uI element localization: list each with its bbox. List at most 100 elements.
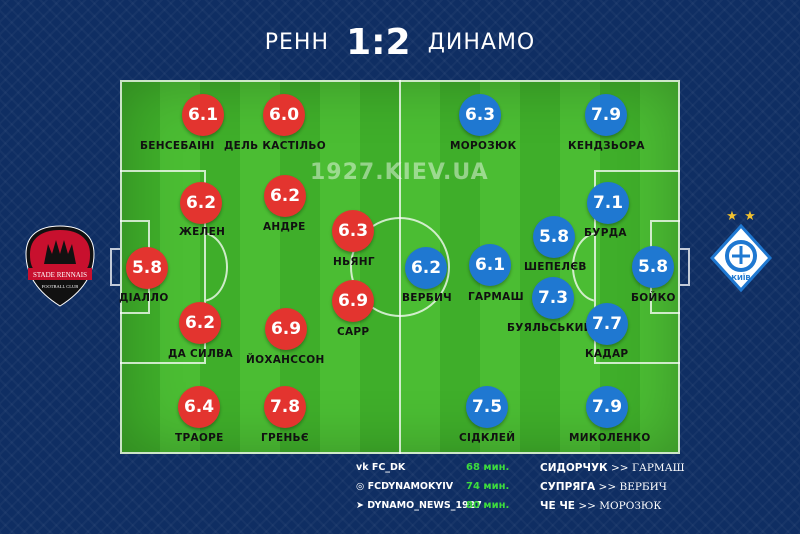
sub-in-player: СУПРЯГА [540,481,596,493]
away-player-burda: 7.1 БУРДА [548,182,668,239]
player-name: БОЙКО [631,292,676,304]
player-name: ДІАЛЛО [119,292,169,304]
left-goal [110,248,120,286]
substitution: ЧЕ ЧЕ >> МОРОЗЮК [540,500,662,512]
star-icon: ★ [744,209,756,224]
player-rating: 7.5 [466,386,508,428]
player-rating: 6.0 [263,94,305,136]
player-name: ШЕПЕЛЄВ [524,261,587,273]
player-rating: 6.1 [469,244,511,286]
home-player-del-castillo: 6.0 ДЕЛЬ КАСТІЛЬО [224,94,344,152]
left-penalty-area [120,170,206,364]
telegram-link[interactable]: ➤ DYNAMO_NEWS_1927 [356,500,482,511]
telegram-icon: ➤ [356,500,368,511]
player-name: АНДРЕ [263,221,306,233]
sub-minute: 80 мин. [466,500,510,511]
player-rating: 6.3 [459,94,501,136]
player-rating: 7.9 [586,386,628,428]
away-player-moroziuk: 6.3 МОРОЗЮК [420,94,540,152]
sub-in-player: СИДОРЧУК [540,462,608,474]
player-rating: 6.9 [265,308,307,350]
player-name: МОРОЗЮК [450,140,517,152]
away-player-boiko: 5.8 БОЙКО [593,246,713,304]
player-rating: 5.8 [126,247,168,289]
sub-out-player: ГАРМАШ [631,462,685,474]
player-rating: 6.9 [332,280,374,322]
player-rating: 6.2 [180,182,222,224]
vk-icon: vk [356,462,372,473]
svg-text:FOOTBALL CLUB: FOOTBALL CLUB [42,284,78,289]
player-rating: 7.8 [264,386,306,428]
home-player-traore: 6.4 ТРАОРЕ [139,386,259,444]
away-team-name: ДИНАМО [427,30,536,55]
player-name: КАДАР [585,348,629,360]
home-player-andre: 6.2 АНДРЕ [225,175,345,233]
svg-text:КИЇВ: КИЇВ [731,273,751,282]
svg-text:STADE RENNAIS: STADE RENNAIS [33,271,87,279]
away-player-verbych: 6.2 ВЕРБИЧ [366,247,486,304]
sub-out-player: МОРОЗЮК [599,500,662,512]
player-name: САРР [337,326,370,338]
player-name: ДЕЛЬ КАСТІЛЬО [224,140,326,152]
substitution: СУПРЯГА >> ВЕРБИЧ [540,481,667,493]
sub-arrow: >> [598,481,617,493]
player-rating: 6.2 [179,302,221,344]
right-goal [680,248,690,286]
player-name: НЬЯНГ [333,256,375,268]
substitution: СИДОРЧУК >> ГАРМАШ [540,462,685,474]
home-player-grenier: 7.8 ГРЕНЬЄ [225,386,345,444]
stade-rennais-crest-icon: STADE RENNAIS FOOTBALL CLUB [25,225,95,307]
player-rating: 5.8 [632,246,674,288]
match-score: 1:2 [346,22,411,63]
site-watermark: 1927.KIEV.UA [310,160,489,185]
player-name: ВЕРБИЧ [402,292,452,304]
player-rating: 6.4 [178,386,220,428]
player-name: МИКОЛЕНКО [569,432,651,444]
sub-arrow: >> [578,500,596,512]
away-player-shepeliev: 5.8 ШЕПЕЛЄВ [494,216,614,273]
home-player-da-silva: 6.2 ДА СИЛВА [140,302,260,360]
home-player-zhelen: 6.2 ЖЕЛЕН [141,182,261,238]
player-rating: 7.1 [587,182,629,224]
player-name: ГАРМАШ [468,291,524,303]
sub-in-player: ЧЕ ЧЕ [540,500,575,512]
player-name: ДА СИЛВА [168,348,233,360]
instagram-icon: ◎ [356,481,368,492]
home-team-name: РЕНН [264,30,330,55]
player-rating: 6.2 [405,247,447,289]
dynamo-kyiv-crest: ★ ★ КИЇВ [708,206,774,298]
instagram-link[interactable]: ◎ FCDYNAMOKYIV [356,481,454,492]
player-name: ЖЕЛЕН [179,226,226,238]
player-name: БУЯЛЬСЬКИЙ [507,322,593,334]
player-rating: 5.8 [533,216,575,258]
player-rating: 7.7 [586,303,628,345]
player-rating: 7.3 [532,277,574,319]
sub-minute: 68 мин. [466,462,510,473]
away-player-kendzora: 7.9 КЕНДЗЬОРА [546,94,666,152]
player-name: СІДКЛЕЙ [459,432,516,444]
player-name: ГРЕНЬЄ [261,432,309,444]
away-player-mykolenko: 7.9 МИКОЛЕНКО [547,386,667,444]
player-rating: 7.9 [585,94,627,136]
player-name: ЙОХАНССОН [246,354,325,366]
sub-arrow: >> [610,462,629,474]
home-player-niang: 6.3 НЬЯНГ [293,210,413,268]
away-player-kadar: 7.7 КАДАР [547,303,667,360]
vk-link[interactable]: vk FC_DK [356,462,406,473]
player-name: БУРДА [584,227,627,239]
player-name: БЕНСЕБАІНІ [140,140,215,152]
away-player-sidcley: 7.5 СІДКЛЕЙ [427,386,547,444]
player-name: КЕНДЗЬОРА [568,140,645,152]
player-rating: 6.2 [264,175,306,217]
player-rating: 6.3 [332,210,374,252]
center-circle [350,217,450,317]
home-player-sarr: 6.9 САРР [293,280,413,338]
away-player-harmash: 6.1 ГАРМАШ [430,244,550,303]
match-header: РЕНН 1:2 ДИНАМО [0,22,800,63]
dynamo-kyiv-crest-icon: ★ ★ КИЇВ [709,209,773,293]
home-player-diallo: 5.8 ДІАЛЛО [87,247,207,304]
stade-rennais-crest: STADE RENNAIS FOOTBALL CLUB [24,224,96,308]
right-penalty-area [594,170,680,364]
away-player-buyalskyi: 7.3 БУЯЛЬСЬКИЙ [493,277,613,334]
home-player-johansson: 6.9 ЙОХАНССОН [226,308,346,366]
